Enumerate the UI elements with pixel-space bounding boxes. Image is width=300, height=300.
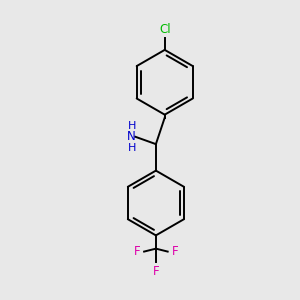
- Text: F: F: [172, 245, 178, 258]
- Text: H: H: [128, 122, 136, 131]
- Text: F: F: [153, 266, 159, 278]
- Text: Cl: Cl: [159, 23, 170, 36]
- Text: F: F: [134, 245, 140, 258]
- Text: H: H: [128, 142, 136, 153]
- Text: N: N: [128, 130, 136, 143]
